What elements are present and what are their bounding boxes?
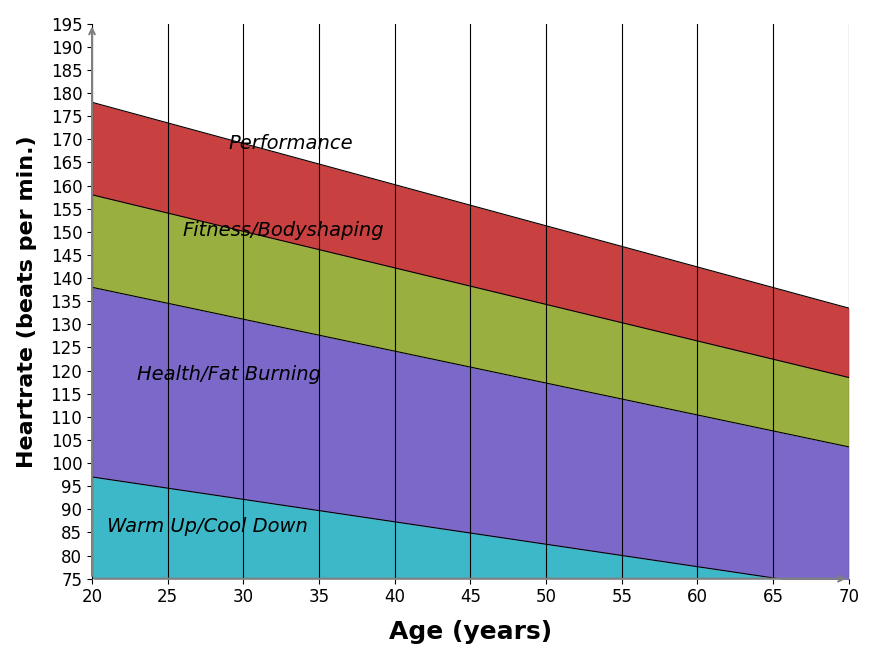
Text: Fitness/Bodyshaping: Fitness/Bodyshaping	[183, 221, 385, 241]
Text: Warm Up/Cool Down: Warm Up/Cool Down	[107, 518, 308, 537]
Text: Performance: Performance	[229, 134, 353, 153]
Y-axis label: Heartrate (beats per min.): Heartrate (beats per min.)	[17, 135, 37, 467]
X-axis label: Age (years): Age (years)	[389, 620, 552, 644]
Text: Health/Fat Burning: Health/Fat Burning	[138, 365, 321, 384]
